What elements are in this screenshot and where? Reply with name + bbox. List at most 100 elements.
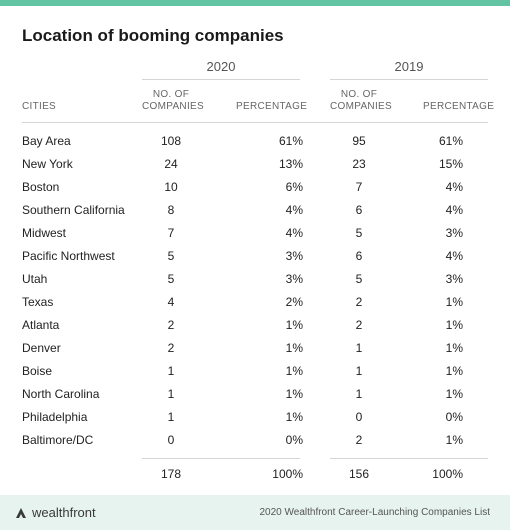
cell-percentage-2020: 1% [285,341,303,355]
header-companies-2020: NO. OF COMPANIES [142,89,204,113]
cell-companies-2019: 2 [355,433,363,447]
top-accent-bar [0,0,510,6]
cell-percentage-2020: 2% [285,295,303,309]
header-companies-line1: NO. OF [340,89,378,100]
cell-companies-2020: 1 [167,387,175,401]
cell-percentage-2020: 1% [285,318,303,332]
cell-percentage-2019: 15% [438,157,463,171]
cell-percentage-2019: 3% [445,272,463,286]
cell-city: Bay Area [22,134,71,148]
year-2019-heading: 2019 [394,59,424,74]
cell-city: Pacific Northwest [22,249,115,263]
cell-companies-2020: 8 [167,203,175,217]
header-percentage-2020: PERCENTAGE [236,101,308,112]
table-row: Bay Area 108 61% 95 61% [0,130,510,153]
cell-city: New York [22,157,73,171]
cell-city: Utah [22,272,48,286]
table-row: Denver 2 1% 1 1% [0,337,510,360]
total-companies-2019: 156 [348,467,370,481]
wealthfront-logo-icon [16,508,26,518]
table-row: Baltimore/DC 0 0% 2 1% [0,429,510,452]
total-percentage-2020: 100% [272,467,303,481]
totals-divider-2020 [142,458,300,459]
cell-percentage-2019: 1% [445,318,463,332]
year-2019-divider [330,79,488,80]
table-row: Texas 4 2% 2 1% [0,291,510,314]
total-percentage-2019: 100% [432,467,463,481]
cell-percentage-2019: 4% [445,203,463,217]
cell-percentage-2019: 0% [445,410,463,424]
cell-percentage-2019: 3% [445,226,463,240]
cell-percentage-2020: 61% [278,134,303,148]
cell-companies-2019: 1 [355,387,363,401]
table-row: North Carolina 1 1% 1 1% [0,383,510,406]
total-companies-2020: 178 [160,467,182,481]
table-row: Midwest 7 4% 5 3% [0,222,510,245]
table-row: Boston 10 6% 7 4% [0,176,510,199]
cell-companies-2020: 108 [160,134,182,148]
table-body: Bay Area 108 61% 95 61% New York 24 13% … [0,130,510,452]
cell-companies-2019: 6 [355,203,363,217]
logo-text: wealthfront [32,505,96,520]
cell-companies-2019: 5 [355,226,363,240]
header-cities: CITIES [22,101,57,112]
cell-companies-2019: 1 [355,364,363,378]
cell-companies-2019: 0 [355,410,363,424]
cell-companies-2019: 95 [352,134,366,148]
cell-city: Midwest [22,226,67,240]
cell-companies-2020: 5 [167,272,175,286]
year-2020-divider [142,79,300,80]
totals-row: 178 100% 156 100% [0,463,510,483]
cell-city: Boise [22,364,53,378]
cell-companies-2020: 1 [167,364,175,378]
header-divider [22,122,488,123]
footer: wealthfront 2020 Wealthfront Career-Laun… [0,495,510,530]
cell-percentage-2019: 1% [445,341,463,355]
cell-percentage-2019: 1% [445,433,463,447]
cell-companies-2020: 0 [167,433,175,447]
cell-companies-2020: 1 [167,410,175,424]
table-row: Boise 1 1% 1 1% [0,360,510,383]
cell-percentage-2020: 6% [285,180,303,194]
header-companies-line2: COMPANIES [142,101,204,112]
cell-companies-2019: 2 [355,295,363,309]
cell-percentage-2019: 61% [438,134,463,148]
cell-city: Philadelphia [22,410,88,424]
cell-city: Baltimore/DC [22,433,94,447]
cell-companies-2020: 10 [164,180,178,194]
cell-percentage-2019: 1% [445,364,463,378]
cell-companies-2019: 6 [355,249,363,263]
cell-percentage-2019: 4% [445,249,463,263]
cell-companies-2019: 1 [355,341,363,355]
cell-percentage-2019: 1% [445,295,463,309]
table-row: New York 24 13% 23 15% [0,153,510,176]
cell-city: North Carolina [22,387,100,401]
cell-companies-2019: 23 [352,157,366,171]
table-row: Philadelphia 1 1% 0 0% [0,406,510,429]
cell-companies-2019: 2 [355,318,363,332]
year-2020-heading: 2020 [206,59,236,74]
table-row: Atlanta 2 1% 2 1% [0,314,510,337]
cell-percentage-2020: 3% [285,249,303,263]
cell-percentage-2020: 4% [285,226,303,240]
cell-companies-2020: 7 [167,226,175,240]
page-title: Location of booming companies [22,26,284,45]
cell-percentage-2020: 1% [285,410,303,424]
source-caption: 2020 Wealthfront Career-Launching Compan… [259,507,490,518]
cell-percentage-2019: 4% [445,180,463,194]
header-companies-line2: COMPANIES [330,101,392,112]
cell-percentage-2020: 4% [285,203,303,217]
header-companies-line1: NO. OF [152,89,190,100]
cell-companies-2019: 5 [355,272,363,286]
header-companies-2019: NO. OF COMPANIES [330,89,392,113]
cell-city: Atlanta [22,318,60,332]
totals-divider-2019 [330,458,488,459]
cell-city: Boston [22,180,60,194]
cell-percentage-2020: 3% [285,272,303,286]
table-row: Utah 5 3% 5 3% [0,268,510,291]
table-row: Southern California 8 4% 6 4% [0,199,510,222]
cell-companies-2020: 24 [164,157,178,171]
table-row: Pacific Northwest 5 3% 6 4% [0,245,510,268]
cell-percentage-2020: 0% [285,433,303,447]
cell-city: Southern California [22,203,125,217]
